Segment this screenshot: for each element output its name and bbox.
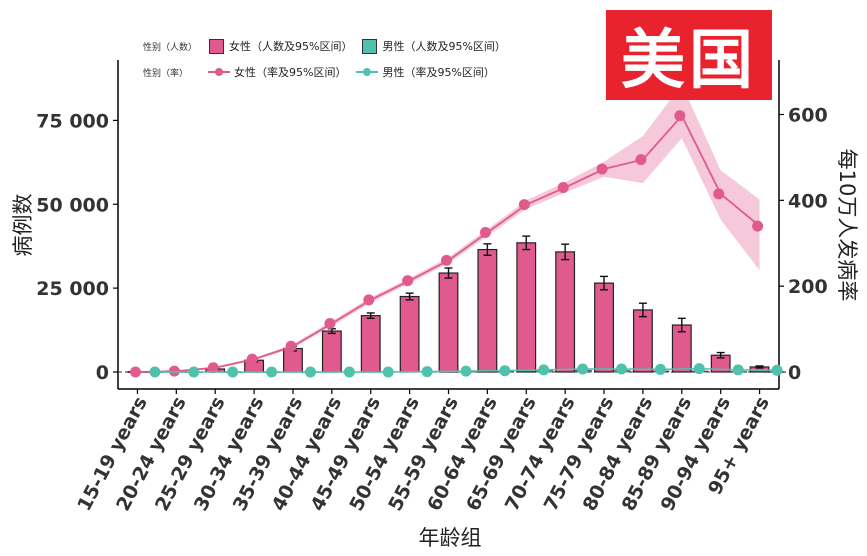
male-rate-marker	[356, 65, 379, 79]
female-rate-point	[324, 318, 336, 330]
male-rate-point	[538, 364, 550, 376]
female-rate-point	[713, 188, 725, 200]
y-right-tick-label: 600	[788, 105, 828, 127]
y-right-tick-label: 200	[788, 276, 828, 298]
female-rate-marker	[208, 65, 231, 79]
y-axis-right-title: 每10万人发病率	[835, 149, 859, 302]
legend-count: 性别（人数） 女性（人数及95%区间） 男性（人数及95%区间）	[143, 38, 516, 54]
female-rate-point	[557, 181, 569, 193]
y-left-tick-label: 50 000	[36, 194, 109, 216]
female-rate-point	[674, 110, 686, 122]
male-rate-point	[460, 365, 472, 377]
male-swatch	[362, 38, 378, 54]
male-rate-point	[343, 366, 355, 378]
female-rate-point	[402, 275, 414, 287]
male-rate-point	[771, 364, 783, 376]
female-rate-point	[246, 353, 258, 365]
y-left-tick-label: 0	[96, 362, 109, 384]
male-rate-point	[732, 364, 744, 376]
female-rate-point	[518, 199, 530, 211]
male-rate-point	[499, 365, 511, 377]
male-rate-point	[616, 363, 628, 375]
male-rate-point	[188, 366, 200, 378]
male-rate-point	[304, 366, 316, 378]
male-rate-point	[227, 366, 239, 378]
female-rate-point	[285, 340, 297, 352]
female-count-bar	[283, 347, 303, 373]
legend-male-count-label: 男性（人数及95%区间）	[382, 40, 506, 53]
female-count-bar	[477, 248, 498, 373]
male-rate-point	[382, 366, 394, 378]
male-rate-point	[266, 366, 278, 378]
legend-female-rate: 女性（率及95%区间）	[208, 64, 346, 80]
x-axis-title: 年龄组	[419, 526, 482, 550]
country-badge: 美国	[606, 10, 772, 100]
legend-male-rate: 男性（率及95%区间）	[356, 64, 495, 80]
female-rate-point	[129, 366, 141, 378]
female-count-bar	[438, 272, 459, 373]
female-rate-point	[635, 154, 647, 166]
female-rate-point	[363, 294, 375, 306]
female-rate-point	[596, 163, 608, 175]
female-rate-point	[207, 362, 219, 374]
legend-rate-title: 性别（率）	[143, 68, 189, 79]
female-rate-point	[479, 227, 491, 239]
legend-female-rate-label: 女性（率及95%区间）	[234, 66, 347, 79]
legend-rate: 性别（率） 女性（率及95%区间） 男性（率及95%区间）	[143, 64, 505, 80]
y-left-tick-label: 75 000	[36, 110, 109, 132]
female-rate-point	[441, 254, 453, 266]
legend-count-title: 性别（人数）	[143, 42, 198, 53]
male-rate-point	[693, 363, 705, 375]
male-rate-point	[149, 366, 161, 378]
legend-female-count-label: 女性（人数及95%区间）	[229, 40, 353, 53]
female-count-bar	[321, 330, 342, 373]
male-rate-point	[421, 366, 433, 378]
female-count-bar	[594, 282, 614, 373]
female-count-bar	[399, 295, 420, 373]
male-rate-point	[577, 363, 589, 375]
female-swatch	[209, 38, 225, 54]
y-left-tick-label: 25 000	[36, 278, 109, 300]
male-rate-point	[654, 363, 666, 375]
y-right-tick-label: 400	[788, 190, 828, 212]
female-rate-point	[168, 365, 180, 377]
female-rate-point	[752, 220, 764, 232]
legend-female-count: 女性（人数及95%区间）	[209, 38, 352, 54]
female-count-bar	[360, 315, 381, 373]
female-count-bar	[555, 251, 576, 373]
legend-male-count: 男性（人数及95%区间）	[362, 38, 506, 54]
y-axis-left-title: 病例数	[11, 194, 35, 257]
female-count-bar	[632, 309, 653, 373]
female-count-bar	[516, 242, 537, 373]
legend-male-rate-label: 男性（率及95%区间）	[382, 66, 495, 79]
y-right-tick-label: 0	[788, 362, 801, 384]
